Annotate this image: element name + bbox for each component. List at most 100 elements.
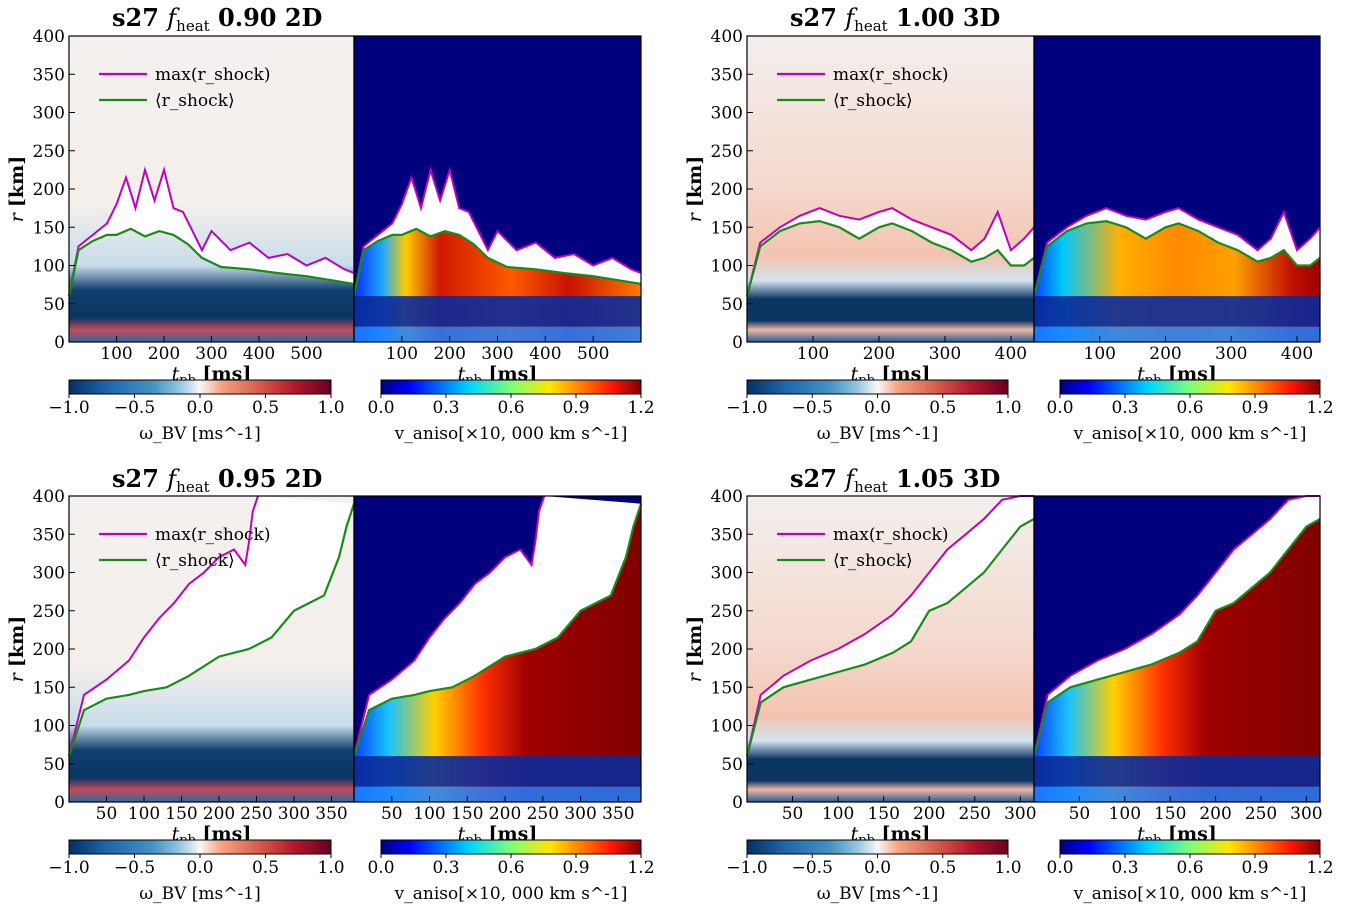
colorbar-tick-label: 0.0 [367,398,394,418]
title-model: s27 [112,3,167,32]
x-tick-label: 300 [278,804,310,824]
x-tick-label: 100 [128,804,160,824]
x-tick-label: 300 [1290,804,1322,824]
y-tick-label: 50 [43,295,65,315]
colorbar-tick-label: 0.3 [1111,858,1138,878]
x-tick-label: 250 [959,804,991,824]
x-axis-var: t [851,363,859,385]
x-tick-label: 150 [1154,804,1186,824]
colorbar-tick-label: 0.5 [929,398,956,418]
x-tick-label: 100 [1084,344,1116,364]
x-tick-label: 500 [577,344,609,364]
y-axis-label: r [km] [6,616,28,682]
y-tick-label: 400 [33,487,65,507]
title-model: s27 [112,464,167,493]
y-tick-label: 0 [54,793,65,813]
x-tick-label: 100 [822,804,854,824]
mean-rshock-line-left [67,503,356,757]
colorbar-tick-label: −1.0 [48,858,89,878]
x-tick-label: 400 [995,344,1027,364]
colorbar-tick-label: 0.9 [562,858,589,878]
mean-rshock-line-left [745,219,1035,297]
x-axis-var: t [458,363,466,385]
colorbar-tick-label: 0.6 [497,858,524,878]
x-tick-label: 200 [148,344,180,364]
y-tick-label: 200 [711,640,743,660]
max-rshock-line-right [1033,495,1320,757]
y-tick-label: 0 [732,333,743,353]
y-tick-label: 300 [711,104,743,124]
panel-title: s27 fheat 0.95 2D [112,464,322,496]
y-tick-label: 100 [33,717,65,737]
colorbar-tick-label: −0.5 [792,858,833,878]
legend-label-max: max(r_shock) [833,525,948,545]
colorbar-omega-bv [746,839,1009,855]
colorbar-tick-label: 1.0 [994,858,1021,878]
title-rest: 1.00 3D [888,3,1001,32]
chart-panel-bottom-right: s27 fheat 1.05 3D 0 50 100 150 200 250 300 350 40… [684,464,1334,904]
legend-label-mean: ⟨r_shock⟩ [833,551,913,571]
y-tick-label: 150 [33,678,65,698]
x-tick-label: 500 [290,344,322,364]
legend-label-mean: ⟨r_shock⟩ [833,91,913,111]
vaniso-inner-band [1034,786,1320,802]
colorbar-tick-label: −1.0 [726,858,767,878]
colorbar-label: ω_BV [ms^-1] [817,424,938,444]
x-tick-label: 150 [165,804,197,824]
x-axis-var: t [458,823,466,845]
colorbar-tick-label: 0.0 [186,858,213,878]
x-tick-label: 300 [564,804,596,824]
colorbar-v-aniso [380,839,642,855]
y-tick-label: 50 [721,295,743,315]
colorbar-label: v_aniso[×10, 000 km s^-1] [1073,424,1307,444]
colorbar-tick-label: 1.2 [1306,398,1333,418]
x-tick-label: 100 [1109,804,1141,824]
y-tick-label: 250 [33,602,65,622]
colorbar-tick-label: 0.3 [432,858,459,878]
y-tick-label: 350 [33,525,65,545]
x-tick-label: 350 [602,804,634,824]
max-rshock-line-right [1033,207,1321,297]
x-tick-label: 200 [1199,804,1231,824]
x-tick-label: 150 [867,804,899,824]
colorbar-tick-label: 1.2 [627,398,654,418]
colorbar-tick-label: 0.0 [186,398,213,418]
chart-panel-top-right: s27 fheat 1.00 3D 0 50 100 150 200 250 300 350 40… [684,3,1334,444]
y-tick-label: 150 [33,218,65,238]
x-axis-var: t [172,363,180,385]
x-tick-label: 200 [203,804,235,824]
x-tick-label: 100 [797,344,829,364]
colorbar-tick-label: 0.0 [864,398,891,418]
max-rshock-line-left [68,495,259,757]
x-tick-label: 200 [489,804,521,824]
mean-rshock-line-right [1032,219,1321,297]
colorbar-tick-label: 0.9 [562,398,589,418]
colorbar-tick-label: 0.9 [1241,398,1268,418]
title-rest: 0.90 2D [210,3,323,32]
legend-label-mean: ⟨r_shock⟩ [155,551,235,571]
panel-title: s27 fheat 1.05 3D [790,464,1000,496]
x-tick-label: 300 [1004,804,1036,824]
mean-rshock-line-right [352,227,642,297]
x-tick-label: 50 [782,804,804,824]
vaniso-inner-band [1034,326,1320,342]
y-tick-label: 250 [33,142,65,162]
y-tick-label: 300 [33,104,65,124]
legend-label-max: max(r_shock) [833,65,948,85]
x-tick-label: 300 [195,344,227,364]
y-tick-label: 400 [33,27,65,47]
colorbar-tick-label: 1.2 [627,858,654,878]
colorbar-tick-label: 1.0 [994,398,1021,418]
x-tick-label: 400 [529,344,561,364]
colorbar-tick-label: 0.0 [864,858,891,878]
y-axis-label: r [km] [684,156,706,222]
bv-heatmap [747,36,1034,342]
y-tick-label: 200 [711,180,743,200]
x-tick-label: 150 [451,804,483,824]
y-tick-label: 100 [33,257,65,277]
max-rshock-line-left [68,166,355,297]
mean-rshock-line-left [745,518,1035,757]
title-sub: heat [854,17,888,35]
x-axis-var: t [172,823,180,845]
